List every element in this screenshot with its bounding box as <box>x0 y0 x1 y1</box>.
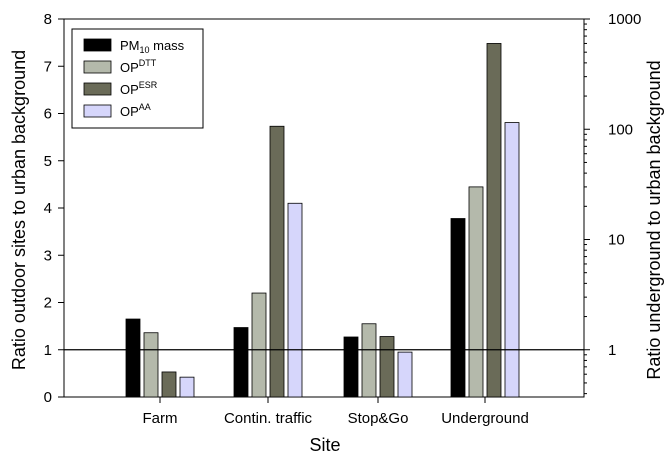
legend-label: PM10 mass <box>120 38 185 55</box>
legend-swatch <box>83 82 112 96</box>
x-axis-title: Site <box>309 435 340 455</box>
bar <box>161 371 177 398</box>
x-tick-label: Underground <box>441 410 529 427</box>
bar <box>468 186 484 398</box>
bar <box>397 351 413 398</box>
x-tick-label: Stop&Go <box>348 410 409 427</box>
left-tick-label: 0 <box>44 389 52 406</box>
bar <box>486 43 502 398</box>
bar <box>343 336 359 398</box>
bar <box>125 318 141 398</box>
left-tick-label: 6 <box>44 106 52 123</box>
left-tick-label: 2 <box>44 295 52 312</box>
bar <box>179 376 195 398</box>
left-tick-label: 8 <box>44 11 52 28</box>
y-axis-title: Ratio outdoor sites to urban background <box>9 50 29 370</box>
legend: PM10 mass OPDTT OPESR OPAA <box>71 28 204 129</box>
legend-label: OPAA <box>120 102 151 119</box>
bar <box>287 202 303 398</box>
legend-swatch <box>83 38 112 52</box>
bar <box>233 327 249 398</box>
legend-swatch <box>83 60 112 74</box>
right-tick-label: 100 <box>608 121 633 138</box>
legend-label: OPESR <box>120 80 158 97</box>
left-tick-label: 3 <box>44 247 52 264</box>
left-axis-ticks: 0 1 2 3 4 5 6 7 8 <box>44 11 64 406</box>
right-axis-ticks: 1 10 100 1000 <box>584 11 641 395</box>
legend-label: OPDTT <box>120 58 157 75</box>
right-tick-label: 1000 <box>608 11 641 28</box>
x-tick-label: Farm <box>143 410 178 427</box>
x-tick-label: Contin. traffic <box>224 410 313 427</box>
right-tick-label: 10 <box>608 232 625 249</box>
x-axis-ticks: Farm Contin. traffic Stop&Go Underground <box>143 397 529 427</box>
bar <box>251 292 267 398</box>
left-tick-label: 5 <box>44 153 52 170</box>
bar <box>450 218 466 398</box>
y2-axis-title: Ratio underground to urban background <box>644 60 664 379</box>
bar <box>361 323 377 398</box>
left-tick-label: 1 <box>44 342 52 359</box>
bar <box>504 122 520 398</box>
left-tick-label: 4 <box>44 200 52 217</box>
bars <box>125 43 520 398</box>
bar <box>143 332 159 398</box>
left-tick-label: 7 <box>44 58 52 75</box>
bar <box>379 336 395 398</box>
legend-swatch <box>83 104 112 118</box>
right-tick-label: 1 <box>608 342 616 359</box>
bar <box>269 125 285 398</box>
